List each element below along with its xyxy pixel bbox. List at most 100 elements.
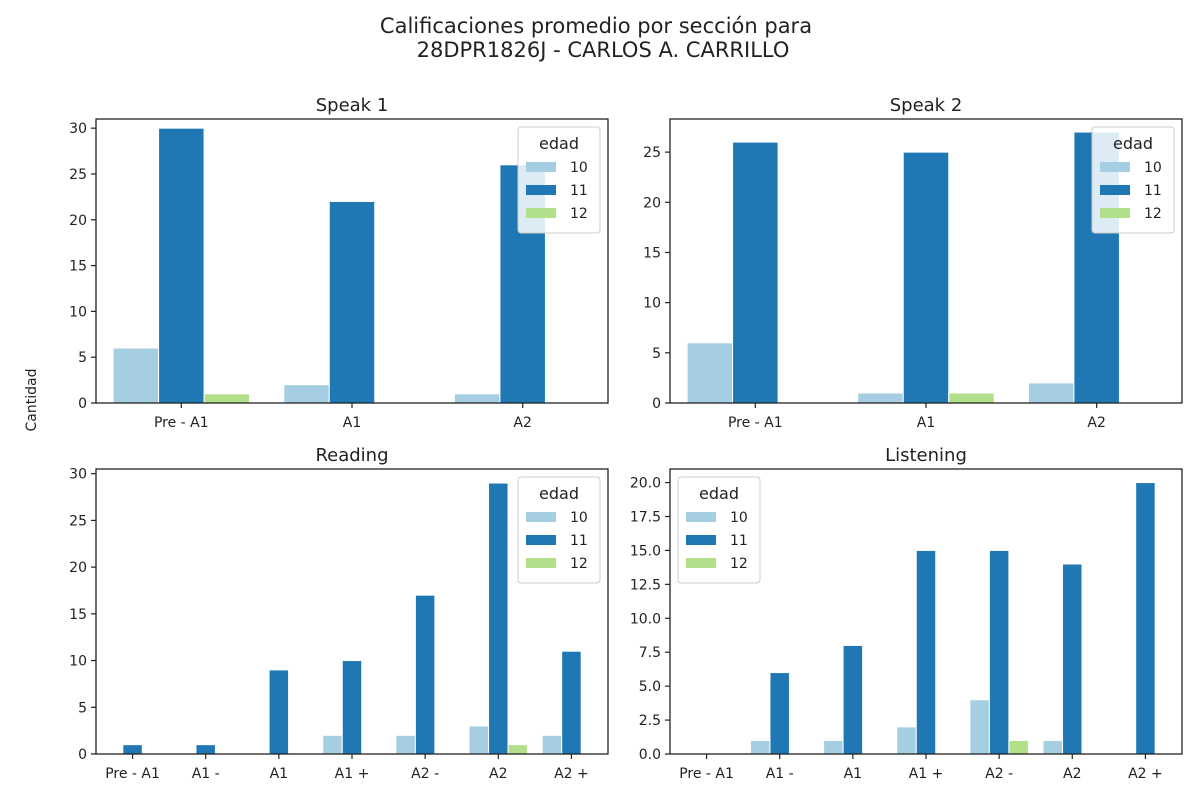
bar-reading-a1-edad-10 [322,734,343,755]
x-tick-label: Pre - A1 [728,415,783,431]
x-tick-label: A1 - [766,766,794,782]
bar-reading-a2-edad-11 [561,650,582,755]
legend-swatch-edad-11 [1100,185,1130,195]
legend: edad 10 11 12 [1091,126,1175,234]
y-tick-label: 15 [69,607,87,623]
bar-listening-a1-edad-11 [842,644,864,755]
chart-title: Speak 1 [316,95,389,116]
bar-speak-1-pre-a1-edad-11 [158,127,205,404]
y-tick-label: 15 [69,259,87,275]
x-tick-label: A2 [1063,766,1081,782]
chart-title: Listening [885,445,967,466]
bar-listening-a2-edad-11 [988,549,1010,755]
bar-reading-a1-edad-11 [268,669,290,755]
x-tick-label: A1 + [909,766,944,782]
y-tick-label: 17.5 [630,510,661,526]
y-tick-label: 25 [643,145,661,161]
x-tick-label: Pre - A1 [679,766,734,782]
bar-reading-a2-edad-12 [507,744,529,755]
legend-label-edad-12: 12 [570,206,588,222]
bar-listening-a1-edad-10 [823,739,844,755]
x-tick-label: A2 [489,766,507,782]
legend-swatch-edad-12 [686,558,716,568]
x-tick-label: Pre - A1 [154,415,209,431]
bar-reading-a2-edad-10 [541,734,563,755]
bar-speak-2-a2-edad-10 [1027,382,1075,404]
y-tick-label: 10.0 [630,611,661,627]
y-tick-label: 20.0 [630,476,661,492]
y-tick-label: 15 [643,245,661,261]
legend-label-edad-10: 10 [570,160,588,176]
bar-reading-a1-edad-11 [195,744,216,755]
legend-swatch-edad-10 [526,512,556,522]
bar-speak-1-a1-edad-10 [283,384,330,404]
bar-speak-2-a1-edad-10 [857,392,904,404]
chart-panels: 0 5 10 15 20 25 30 Pre - A1 A1 A2 Speak 1 edad 10 11 1… [69,95,1183,782]
legend-label-edad-11: 11 [1144,183,1162,199]
y-tick-label: 5 [78,350,87,366]
y-tick-label: 0 [78,396,87,412]
legend-label-edad-10: 10 [570,510,588,526]
legend-swatch-edad-11 [526,185,556,195]
legend-label-edad-11: 11 [570,183,588,199]
legend-swatch-edad-10 [526,162,556,172]
legend-swatch-edad-10 [686,512,716,522]
figure-title-line-2: 28DPR1826J - CARLOS A. CARRILLO [417,38,790,62]
legend-swatch-edad-12 [1100,208,1130,218]
y-tick-label: 20 [69,213,87,229]
bar-listening-a1-edad-11 [915,549,937,755]
legend-label-edad-11: 11 [570,533,588,549]
legend-label-edad-12: 12 [1144,206,1162,222]
bar-speak-2-a1-edad-11 [902,151,950,404]
x-tick-label: A2 [513,415,531,431]
legend-box [517,476,601,584]
y-tick-label: 0 [652,396,661,412]
y-tick-label: 25 [69,167,87,183]
x-tick-label: A2 - [411,766,439,782]
bar-listening-a1-edad-10 [896,726,917,755]
legend-label-edad-12: 12 [570,556,588,572]
x-tick-label: A2 [1087,415,1105,431]
chart-title: Speak 2 [890,95,963,116]
x-tick-label: A1 + [335,766,370,782]
y-tick-label: 10 [643,296,661,312]
legend-label-edad-10: 10 [1144,160,1162,176]
y-tick-label: 20 [643,195,661,211]
legend-title: edad [699,484,739,503]
y-tick-label: 0 [78,747,87,763]
x-tick-label: A1 [270,766,288,782]
bar-listening-a2-edad-11 [1135,482,1156,755]
bar-reading-a2-edad-11 [414,594,436,755]
legend-swatch-edad-10 [1100,162,1130,172]
y-tick-label: 10 [69,654,87,670]
bar-reading-a1-edad-11 [341,660,363,755]
bar-listening-a2-edad-10 [1042,739,1064,755]
figure-title-line-1: Calificaciones promedio por sección para [380,14,812,38]
legend-label-edad-10: 10 [730,510,748,526]
bar-listening-a2-edad-12 [1008,739,1029,755]
legend-title: edad [1113,134,1153,153]
bar-speak-1-pre-a1-edad-10 [112,347,160,404]
x-tick-label: A1 - [192,766,220,782]
chart-panel-reading: 0 5 10 15 20 25 30 Pre - A1 A1 - A1 A1 + A2 - A2 A2 +… [69,445,609,782]
legend: edad 10 11 12 [677,476,761,584]
y-tick-label: 5.0 [639,679,661,695]
chart-panel-listening: 0.0 2.5 5.0 7.5 10.0 12.5 15.0 17.5 20.0 Pre - A1… [630,445,1183,782]
legend: edad 10 11 12 [517,476,601,584]
x-tick-label: A1 [917,415,935,431]
figure-y-axis-label: Cantidad [24,369,40,432]
x-tick-label: Pre - A1 [105,766,160,782]
bar-reading-a2-edad-10 [468,725,490,755]
bar-reading-pre-a1-edad-11 [122,744,143,755]
bar-speak-2-pre-a1-edad-11 [732,141,779,404]
bar-listening-a2-edad-10 [969,699,990,755]
bar-speak-2-pre-a1-edad-10 [686,342,734,404]
x-tick-label: A2 + [1128,766,1163,782]
legend-swatch-edad-12 [526,208,556,218]
chart-panel-speak-2: 0 5 10 15 20 25 Pre - A1 A1 A2 Speak 2 edad 10 11 12 [643,95,1183,431]
bar-reading-a2-edad-11 [488,482,509,755]
bar-listening-a1-edad-10 [749,739,771,755]
y-tick-label: 30 [69,467,87,483]
legend-title: edad [539,134,579,153]
